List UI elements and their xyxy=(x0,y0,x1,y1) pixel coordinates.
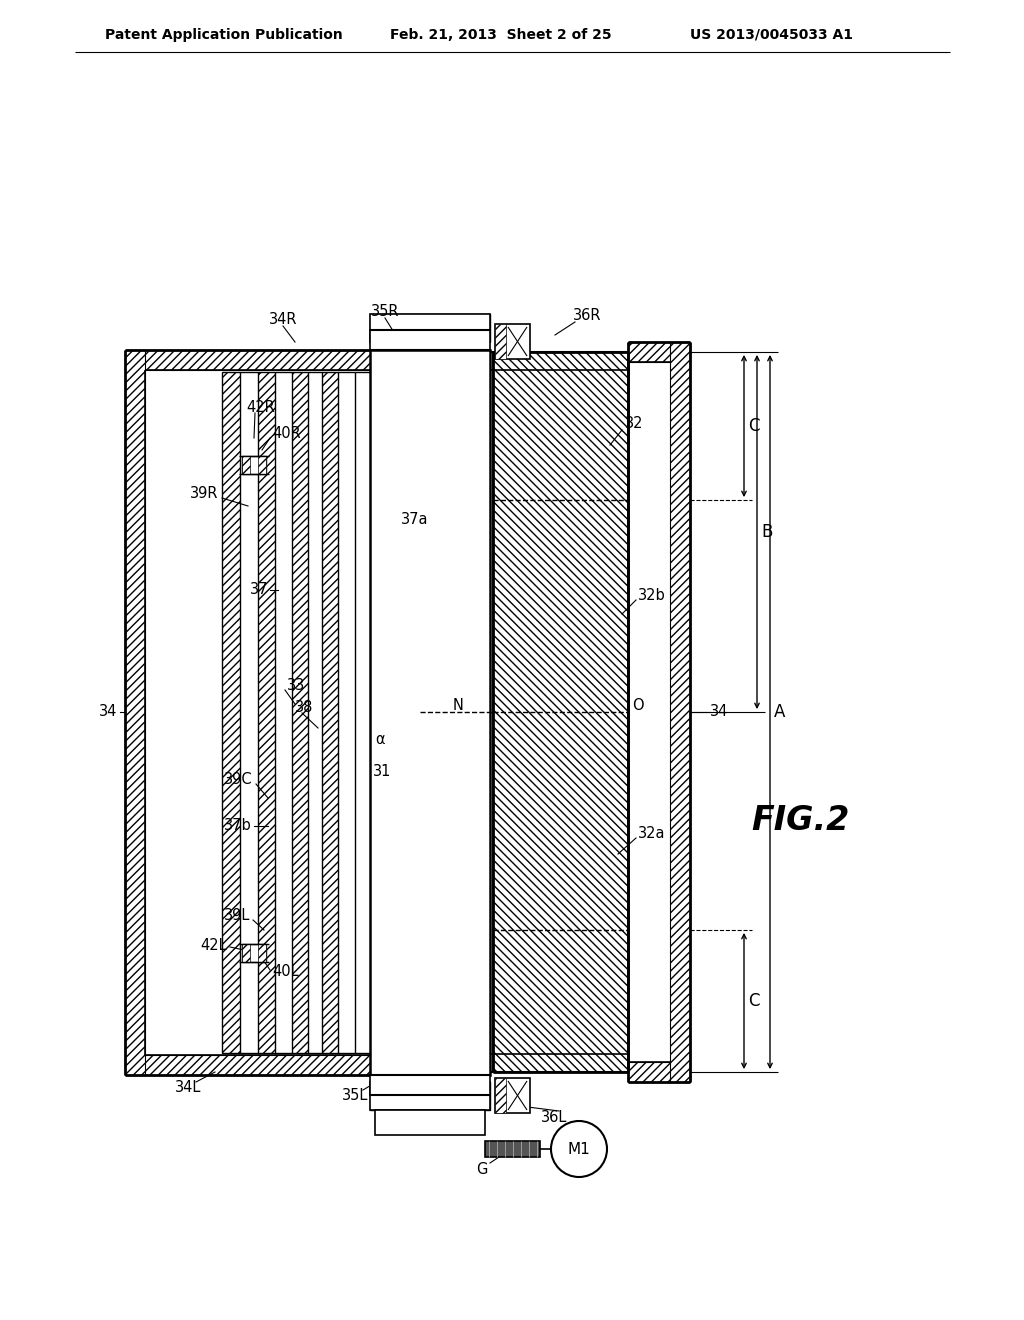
Text: 42L: 42L xyxy=(201,937,227,953)
Text: 37: 37 xyxy=(250,582,268,598)
Text: 34: 34 xyxy=(98,705,117,719)
Bar xyxy=(322,372,338,1053)
Bar xyxy=(242,944,266,962)
Text: Feb. 21, 2013  Sheet 2 of 25: Feb. 21, 2013 Sheet 2 of 25 xyxy=(390,28,611,42)
Bar xyxy=(670,342,690,1082)
Text: 35L: 35L xyxy=(342,1088,369,1102)
Bar xyxy=(628,1063,690,1082)
Text: 37b: 37b xyxy=(224,818,252,833)
Text: α: α xyxy=(375,733,385,747)
Bar xyxy=(395,350,415,1074)
Text: 36L: 36L xyxy=(541,1110,567,1126)
Text: O: O xyxy=(632,697,644,713)
Bar xyxy=(125,350,415,370)
Bar xyxy=(292,372,308,1053)
Text: 39R: 39R xyxy=(189,487,218,502)
Text: C: C xyxy=(749,417,760,436)
Text: 31: 31 xyxy=(373,764,391,780)
Text: 42R: 42R xyxy=(246,400,274,416)
Bar xyxy=(125,350,145,1074)
Text: C: C xyxy=(749,993,760,1010)
Text: M1: M1 xyxy=(567,1142,591,1156)
Bar xyxy=(258,455,266,474)
Bar xyxy=(242,944,250,962)
Text: B: B xyxy=(761,523,773,541)
Text: 34L: 34L xyxy=(175,1081,201,1096)
Bar xyxy=(495,1078,506,1113)
Text: 34: 34 xyxy=(710,705,728,719)
Text: 40L: 40L xyxy=(272,965,299,979)
Text: A: A xyxy=(774,704,785,721)
Text: 32: 32 xyxy=(625,417,643,432)
Bar xyxy=(370,1082,490,1110)
Text: Patent Application Publication: Patent Application Publication xyxy=(105,28,343,42)
Bar xyxy=(258,944,266,962)
Text: 32b: 32b xyxy=(638,589,666,603)
Bar xyxy=(370,314,490,342)
Text: 35R: 35R xyxy=(371,305,399,319)
Text: 36R: 36R xyxy=(572,308,601,322)
Text: 34R: 34R xyxy=(268,313,297,327)
Bar xyxy=(125,1055,415,1074)
Bar xyxy=(242,455,266,474)
Bar xyxy=(370,314,490,342)
Bar xyxy=(495,323,506,359)
Bar xyxy=(628,342,690,362)
Text: N: N xyxy=(453,697,464,713)
Bar xyxy=(370,1074,490,1096)
Text: 40R: 40R xyxy=(272,426,301,441)
Bar xyxy=(370,330,490,350)
Bar xyxy=(485,1140,540,1158)
Bar xyxy=(222,372,240,1053)
Text: 38: 38 xyxy=(295,701,313,715)
Text: 33: 33 xyxy=(287,677,305,693)
Bar xyxy=(242,455,250,474)
Bar xyxy=(495,323,530,359)
Bar xyxy=(495,1078,530,1113)
Text: 39L: 39L xyxy=(223,908,250,924)
Text: 32a: 32a xyxy=(638,826,666,842)
Text: 37a: 37a xyxy=(401,512,429,528)
Text: FIG.2: FIG.2 xyxy=(751,804,849,837)
Bar xyxy=(370,1082,490,1110)
Text: 39C: 39C xyxy=(224,772,253,788)
Text: G: G xyxy=(476,1162,487,1176)
Text: US 2013/0045033 A1: US 2013/0045033 A1 xyxy=(690,28,853,42)
Bar xyxy=(375,1110,485,1135)
Bar xyxy=(258,372,275,1053)
Bar xyxy=(493,352,628,1072)
Bar xyxy=(370,350,490,1074)
